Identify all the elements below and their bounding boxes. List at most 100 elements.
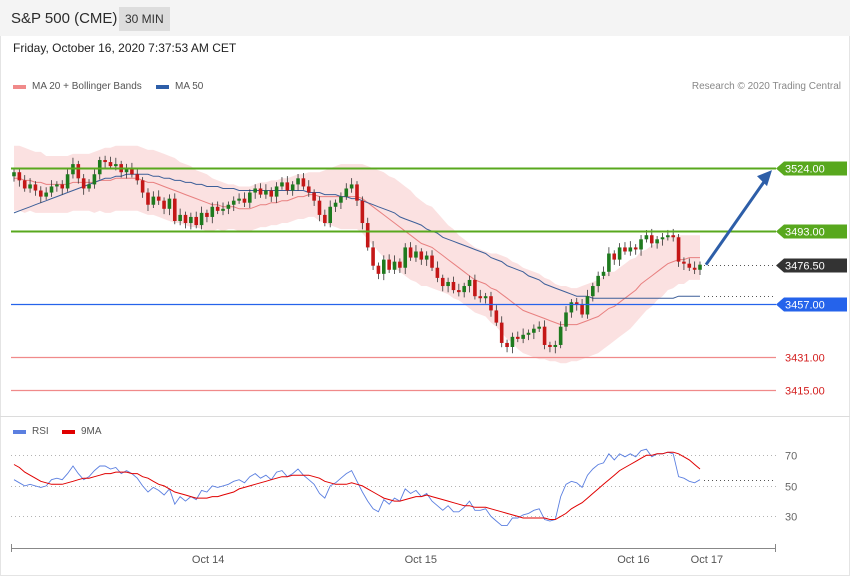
candle-body xyxy=(515,336,520,339)
candle xyxy=(451,276,456,294)
candle-body xyxy=(499,322,504,343)
candle xyxy=(328,200,333,228)
level-resistance: 3493.00 xyxy=(11,224,847,239)
candle-body xyxy=(671,235,676,238)
candle xyxy=(494,305,499,326)
candle-body xyxy=(585,296,590,315)
candle-body xyxy=(360,200,365,224)
candle-body xyxy=(306,186,311,193)
candle-body xyxy=(317,200,322,215)
candle xyxy=(424,251,429,266)
candle-body xyxy=(17,172,22,181)
legend-ma50-swatch xyxy=(156,84,169,89)
level-resistance: 3524.00 xyxy=(11,161,847,176)
candle xyxy=(676,234,681,267)
candle xyxy=(623,242,627,255)
legend-rsi-swatch xyxy=(13,429,26,434)
candle xyxy=(381,255,386,281)
candle-body xyxy=(162,200,166,209)
candle-body xyxy=(558,326,563,345)
legend-ma50: MA 50 xyxy=(156,81,203,92)
candle-body xyxy=(135,174,140,181)
candle-body xyxy=(205,212,209,217)
candle xyxy=(398,258,402,274)
candle xyxy=(548,341,552,353)
target-value-label: 3415.00 xyxy=(785,386,825,398)
candle xyxy=(258,183,263,198)
forecast-arrow-head xyxy=(757,170,772,187)
candle xyxy=(55,181,59,192)
resistance-tag xyxy=(776,224,847,239)
rsi-tick-label: 50 xyxy=(785,482,797,494)
candle xyxy=(156,190,161,205)
candle-body xyxy=(140,180,145,193)
candle-body xyxy=(607,253,611,272)
time-axis: Oct 14 Oct 15 Oct 16 Oct 17 xyxy=(11,544,776,566)
candle-body xyxy=(446,281,450,287)
candle xyxy=(387,254,391,274)
candle-body xyxy=(97,160,102,175)
rsi-panel: 30 50 70 xyxy=(11,448,797,527)
candle xyxy=(537,321,542,332)
time-tick-label: Oct 14 xyxy=(192,554,224,566)
candle-body xyxy=(666,235,670,238)
candle xyxy=(457,283,461,297)
candle-body xyxy=(172,198,177,221)
candle-body xyxy=(221,208,225,211)
candle-body xyxy=(574,302,579,305)
candle xyxy=(264,184,268,199)
candle xyxy=(323,209,327,227)
candle-body xyxy=(38,190,43,197)
candle xyxy=(274,182,279,203)
candle-body xyxy=(462,286,466,293)
candle xyxy=(473,274,477,300)
resistance-value-label: 3524.00 xyxy=(785,164,825,176)
time-tick-label: Oct 17 xyxy=(691,554,723,566)
candle-body xyxy=(49,186,54,193)
candle-body xyxy=(414,251,418,258)
candle-body xyxy=(526,332,531,335)
candle xyxy=(558,321,563,349)
candlestick-layer xyxy=(12,155,702,354)
candle-body xyxy=(510,336,515,347)
candle xyxy=(553,340,558,354)
candle-body xyxy=(264,190,268,195)
candle-body xyxy=(532,328,536,333)
candle-body xyxy=(189,216,193,224)
panel-separator xyxy=(0,416,850,417)
candle-body xyxy=(537,326,542,329)
candle xyxy=(290,181,295,196)
candle-body xyxy=(548,344,552,347)
candle xyxy=(280,177,284,190)
candle-body xyxy=(612,253,617,260)
candle-body xyxy=(183,214,188,224)
candle xyxy=(333,199,338,213)
candle xyxy=(146,188,150,212)
candle-body xyxy=(408,247,413,258)
timeframe-badge[interactable]: 30 MIN xyxy=(119,7,170,31)
candle xyxy=(140,177,145,198)
candle-body xyxy=(601,271,606,276)
candle xyxy=(633,244,638,255)
candle-body xyxy=(323,214,327,224)
legend-ma20-swatch xyxy=(13,84,26,89)
rsi-tick-label: 70 xyxy=(785,451,797,463)
candle-body xyxy=(55,184,59,187)
time-tick-label: Oct 16 xyxy=(617,554,649,566)
header-bar: S&P 500 (CME) 30 MIN xyxy=(0,0,850,36)
candle-body xyxy=(596,275,600,287)
candle xyxy=(22,175,27,192)
candle-body xyxy=(12,172,16,177)
bollinger-band-layer xyxy=(14,145,700,364)
candle xyxy=(344,183,349,200)
candle xyxy=(591,282,595,302)
candle-body xyxy=(280,182,284,187)
candle-body xyxy=(167,198,172,209)
candle-body xyxy=(489,296,493,311)
candle-body xyxy=(553,344,558,347)
candle xyxy=(306,180,311,197)
candle xyxy=(408,242,413,261)
time-tick-label: Oct 15 xyxy=(405,554,437,566)
candle xyxy=(317,196,322,222)
candle-body xyxy=(60,184,65,189)
